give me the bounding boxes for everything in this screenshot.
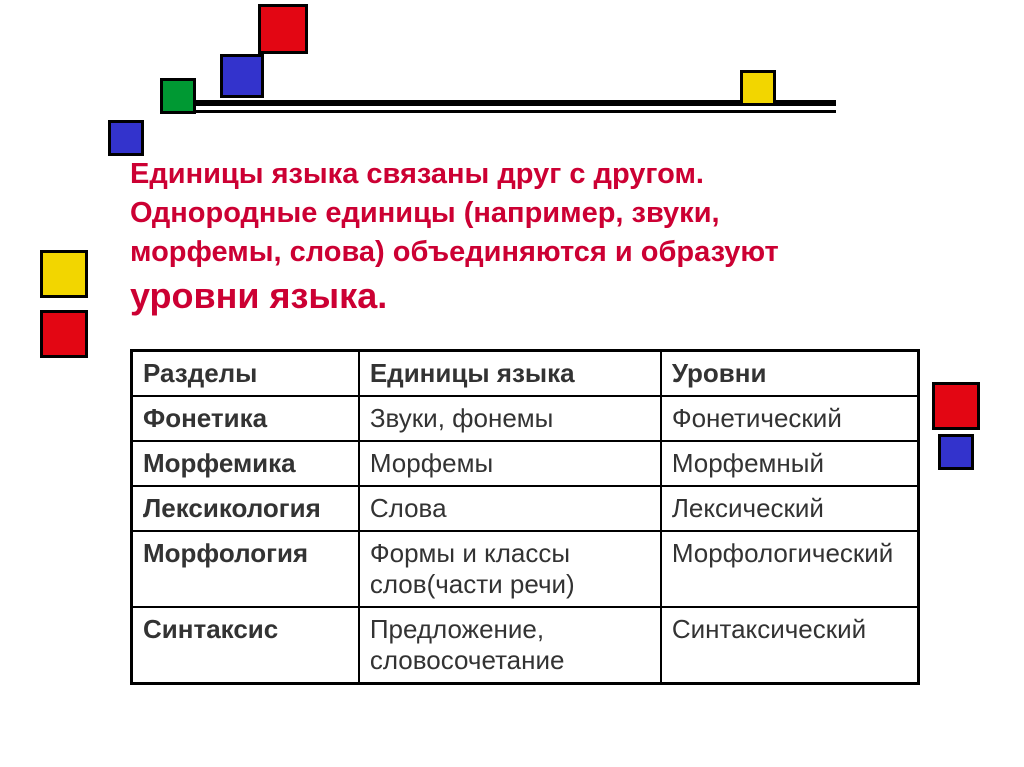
table-row: СинтаксисПредложение, словосочетаниеСинт… [132,607,919,684]
table-cell: Морфологический [661,531,919,607]
decorative-square [258,4,308,54]
levels-table: Разделы Единицы языка Уровни ФонетикаЗву… [130,349,920,685]
table-cell: Морфемный [661,441,919,486]
table-cell: Лексикология [132,486,359,531]
table-cell: Морфемика [132,441,359,486]
decorative-square [108,120,144,156]
table-cell: Лексический [661,486,919,531]
table-cell: Синтаксический [661,607,919,684]
decorative-square [40,250,88,298]
decorative-square [938,434,974,470]
col-header: Уровни [661,351,919,397]
decorative-square [220,54,264,98]
table-cell: Морфемы [359,441,661,486]
col-header: Единицы языка [359,351,661,397]
decorative-square [160,78,196,114]
table-header-row: Разделы Единицы языка Уровни [132,351,919,397]
table-cell: Синтаксис [132,607,359,684]
decorative-square [740,70,776,106]
content: Единицы языка связаны друг с другом. Одн… [130,155,894,685]
table-body: ФонетикаЗвуки, фонемыФонетическийМорфеми… [132,396,919,684]
table-row: ФонетикаЗвуки, фонемыФонетический [132,396,919,441]
col-header: Разделы [132,351,359,397]
table-cell: Слова [359,486,661,531]
table-row: МорфологияФормы и классы слов(части речи… [132,531,919,607]
decorative-line [196,110,836,113]
text-line: морфемы, слова) объединяются и образуют [130,236,779,268]
decorative-square [40,310,88,358]
text-line-large: уровни языка. [130,275,387,316]
intro-text: Единицы языка связаны друг с другом. Одн… [130,155,894,321]
table-cell: Предложение, словосочетание [359,607,661,684]
table-cell: Морфология [132,531,359,607]
table-cell: Фонетика [132,396,359,441]
table-cell: Звуки, фонемы [359,396,661,441]
decorative-square [932,382,980,430]
table-cell: Фонетический [661,396,919,441]
table-cell: Формы и классы слов(части речи) [359,531,661,607]
text-line: Единицы языка связаны друг с другом. [130,158,704,190]
table-row: ЛексикологияСловаЛексический [132,486,919,531]
text-line: Однородные единицы (например, звуки, [130,197,720,229]
table-row: МорфемикаМорфемыМорфемный [132,441,919,486]
